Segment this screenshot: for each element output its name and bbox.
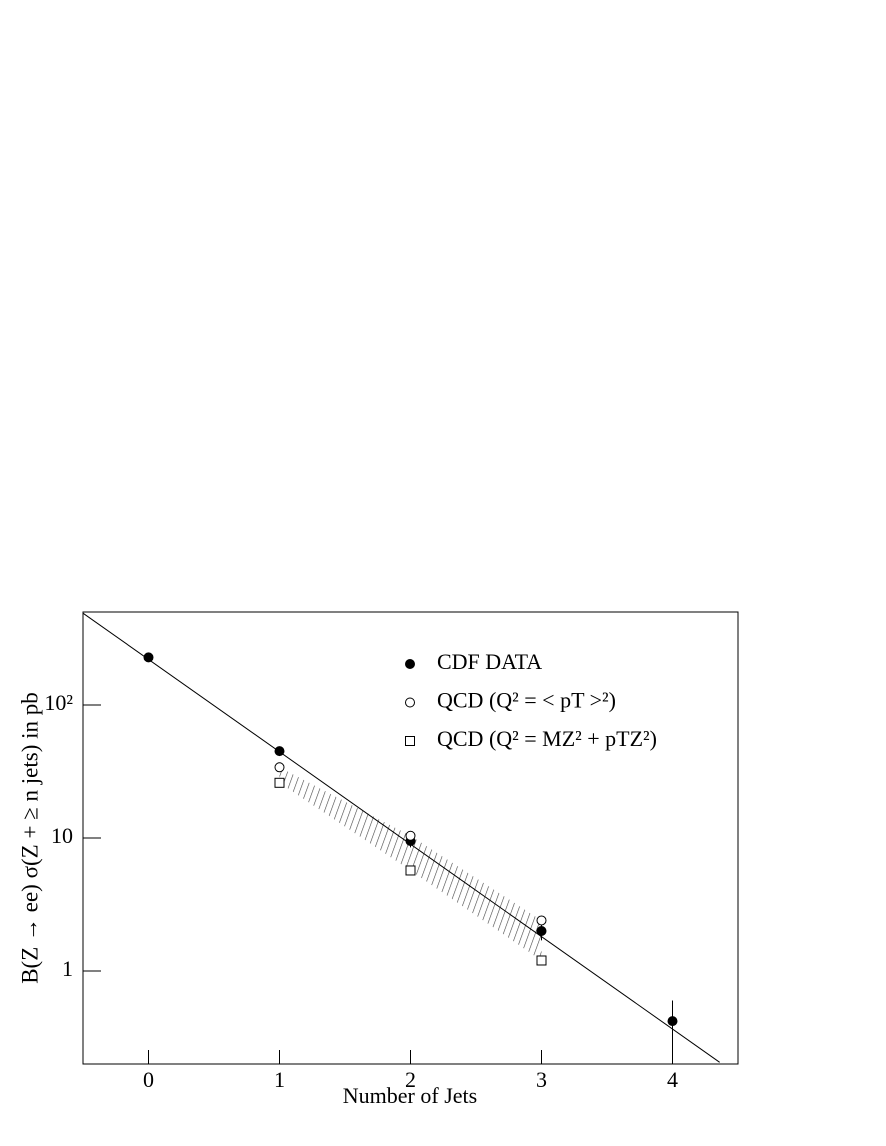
- data-point: [274, 746, 285, 757]
- data-point: [274, 777, 285, 788]
- x-tick-label: 1: [274, 1067, 285, 1092]
- y-tick-label: 10: [51, 823, 73, 848]
- fit-line: [82, 612, 720, 1063]
- y-tick-label: 1: [62, 956, 73, 981]
- theory-band: [279, 767, 542, 961]
- x-tick-label: 4: [667, 1067, 678, 1092]
- data-point: [536, 955, 547, 966]
- x-tick-label: 0: [143, 1067, 154, 1092]
- data-point: [536, 915, 547, 926]
- data-point: [536, 925, 547, 936]
- y-axis-label: B(Z → ee) σ(Z + ≥ n jets) in pb: [17, 692, 42, 984]
- data-point: [667, 1016, 678, 1027]
- x-tick-label: 3: [536, 1067, 547, 1092]
- x-tick-label: 2: [405, 1067, 416, 1092]
- legend-label: QCD (Q² = < pT >²): [437, 688, 616, 713]
- legend-label: QCD (Q² = MZ² + pTZ²): [437, 726, 657, 751]
- y-tick-label: 10²: [44, 690, 73, 715]
- legend-label: CDF DATA: [437, 649, 542, 674]
- data-point: [405, 830, 416, 841]
- data-point: [405, 865, 416, 876]
- legend-marker: [405, 659, 415, 669]
- legend-marker: [405, 697, 415, 708]
- x-axis-label: Number of Jets: [343, 1083, 477, 1108]
- data-point: [274, 762, 285, 773]
- legend-marker: [405, 736, 415, 746]
- data-point: [143, 652, 154, 663]
